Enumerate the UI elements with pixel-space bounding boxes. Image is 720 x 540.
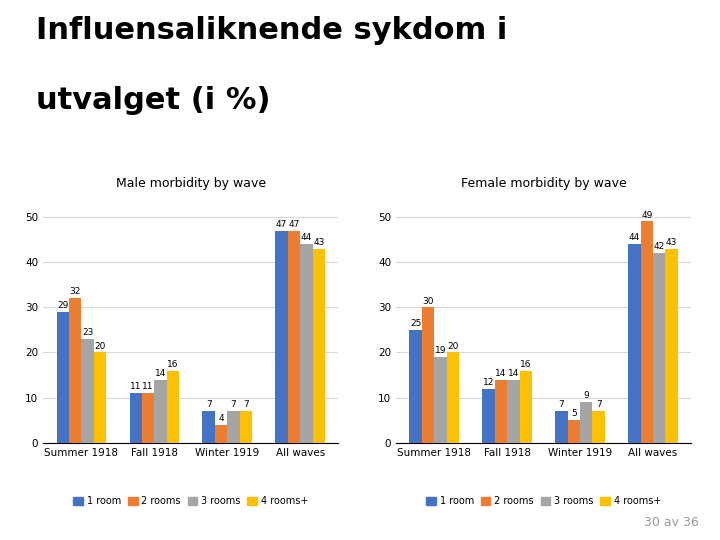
Bar [495,380,507,443]
Text: 4: 4 [218,414,224,423]
Bar [482,389,495,443]
Text: 11: 11 [130,382,142,392]
Bar [422,307,434,443]
Text: 16: 16 [520,360,531,369]
Text: 43: 43 [313,238,325,247]
Text: 20: 20 [447,342,459,350]
Bar [641,221,653,443]
Bar [580,402,593,443]
Text: 47: 47 [288,220,300,229]
Bar [130,393,142,443]
Bar [300,244,312,443]
Text: 30: 30 [422,296,433,306]
Bar [628,244,641,443]
Text: 9: 9 [583,392,589,400]
Title: Male morbidity by wave: Male morbidity by wave [116,178,266,191]
Text: 16: 16 [167,360,179,369]
Text: 14: 14 [495,369,507,378]
Bar [94,353,107,443]
Bar [312,248,325,443]
Bar [434,357,446,443]
Text: 20: 20 [94,342,106,350]
Text: 43: 43 [666,238,678,247]
Title: Female morbidity by wave: Female morbidity by wave [461,178,626,191]
Text: 7: 7 [243,400,248,409]
Bar [520,370,532,443]
Bar [555,411,567,443]
Bar [240,411,252,443]
Bar [202,411,215,443]
Bar [154,380,167,443]
Bar [665,248,678,443]
Legend: 1 room, 2 rooms, 3 rooms, 4 rooms+: 1 room, 2 rooms, 3 rooms, 4 rooms+ [69,492,312,510]
Text: 7: 7 [206,400,212,409]
Text: 42: 42 [654,242,665,251]
Bar [507,380,520,443]
Bar [288,231,300,443]
Bar [410,330,422,443]
Bar [653,253,665,443]
Text: 7: 7 [230,400,236,409]
Text: Influensaliknende sykdom i: Influensaliknende sykdom i [36,16,508,45]
Text: 7: 7 [595,400,601,409]
Text: 47: 47 [276,220,287,229]
Text: 14: 14 [155,369,166,378]
Text: 5: 5 [571,409,577,418]
Bar [81,339,94,443]
Bar [446,353,459,443]
Bar [593,411,605,443]
Bar [57,312,69,443]
Text: 12: 12 [483,378,494,387]
Text: 19: 19 [435,346,446,355]
Text: 44: 44 [301,233,312,242]
Text: 44: 44 [629,233,640,242]
Text: utvalget (i %): utvalget (i %) [36,86,271,116]
Bar [228,411,240,443]
Bar [567,420,580,443]
Text: 11: 11 [143,382,154,392]
Text: 32: 32 [70,287,81,296]
Text: 25: 25 [410,319,421,328]
Legend: 1 room, 2 rooms, 3 rooms, 4 rooms+: 1 room, 2 rooms, 3 rooms, 4 rooms+ [422,492,665,510]
Text: 30 av 36: 30 av 36 [644,516,698,529]
Text: 14: 14 [508,369,519,378]
Bar [69,298,81,443]
Text: 23: 23 [82,328,94,337]
Bar [167,370,179,443]
Bar [142,393,154,443]
Bar [275,231,288,443]
Text: 7: 7 [559,400,564,409]
Text: 49: 49 [641,211,652,220]
Bar [215,425,228,443]
Text: 29: 29 [57,301,68,310]
